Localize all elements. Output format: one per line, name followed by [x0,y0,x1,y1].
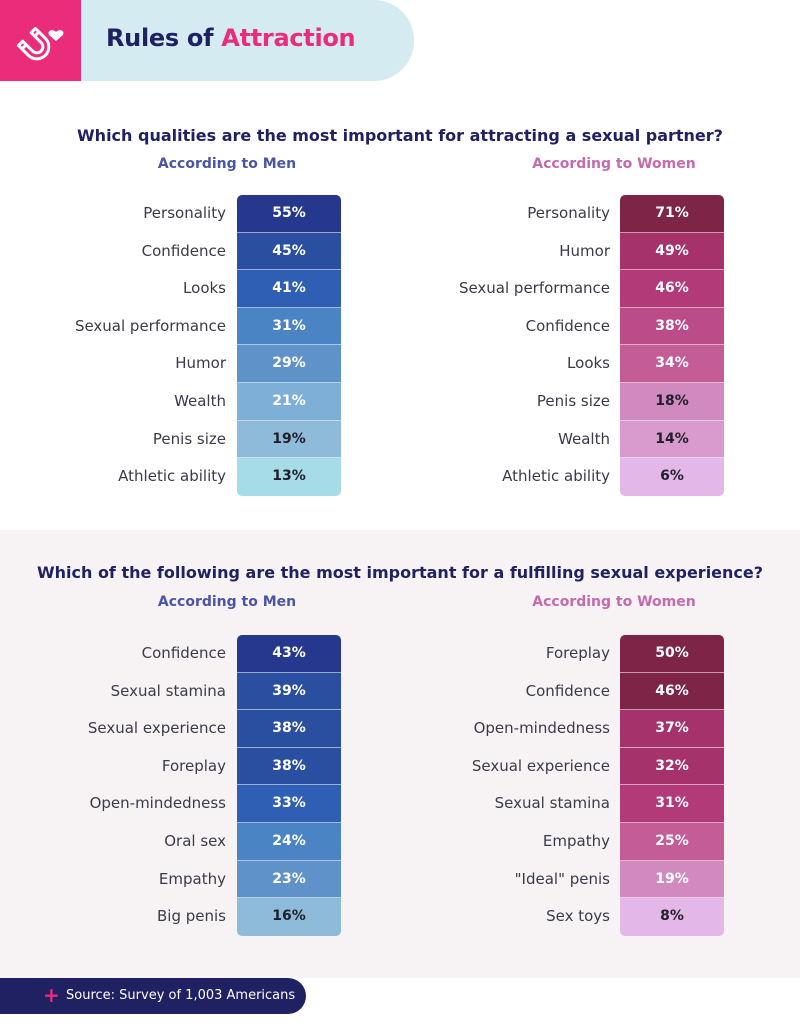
value-bar-women: 38% [620,307,724,346]
category-label-men: Personality [143,204,226,222]
value-bar-women: 6% [620,458,724,496]
value-bar-men: 38% [237,710,341,748]
value-bar-men: 43% [237,635,341,673]
category-label-men: Sexual experience [87,719,226,738]
value-bar-men: 39% [237,672,341,711]
category-label-women: Open-mindedness [473,719,610,738]
value-bar-women: 50% [620,635,724,673]
category-label-men: Confidence [141,241,226,260]
category-label-men: Oral sex [164,832,226,850]
value-bar-women: 31% [620,785,724,823]
category-label-women: "Ideal" penis [514,869,610,888]
category-label-men: Wealth [174,392,226,410]
value-bar-women: 19% [620,860,724,899]
category-label-women: Athletic ability [502,467,610,486]
category-label-women: Confidence [525,316,610,335]
value-bar-women: 49% [620,232,724,271]
category-label-women: Wealth [558,429,610,448]
value-bar-men: 38% [237,747,341,786]
value-bar-women: 25% [620,823,724,861]
category-label-men: Humor [175,354,226,373]
value-bar-men: 16% [237,898,341,936]
header-icon-box [0,0,81,81]
magnet-heart-icon [16,26,64,61]
men-panel-title-2: According to Men [157,594,297,610]
source-footer: + Source: Survey of 1,003 Americans [0,978,306,1014]
category-label-women: Sex toys [546,907,610,926]
value-bar-men: 13% [237,458,341,496]
category-label-men: Sexual performance [74,316,226,335]
category-label-women: Sexual stamina [494,794,610,813]
category-label-men: Sexual stamina [110,681,226,700]
category-label-men: Foreplay [161,756,226,775]
value-bar-men: 33% [237,785,341,823]
value-bar-men: 24% [237,823,341,861]
category-label-men: Open-mindedness [89,794,226,813]
category-label-men: Penis size [152,429,226,448]
value-bar-men: 29% [237,345,341,383]
value-bar-women: 32% [620,747,724,786]
category-label-men: Empathy [158,869,226,888]
value-bar-women: 37% [620,710,724,748]
category-label-women: Penis size [536,392,610,410]
value-bar-men: 23% [237,860,341,899]
question-2-title: Which of the following are the most impo… [36,563,764,582]
category-label-men: Looks [183,279,226,298]
value-bar-men: 31% [237,307,341,346]
category-label-women: Foreplay [545,644,610,662]
category-label-women: Looks [567,354,610,373]
value-bar-men: 55% [237,195,341,233]
page-title: Rules of Attraction [106,24,356,52]
question-1-title: Which qualities are the most important f… [77,126,723,145]
page-title-plain: Rules of [106,24,222,52]
header: Rules of Attraction [0,0,414,81]
value-bar-men: 45% [237,232,341,271]
men-panel-title-1: According to Men [157,156,297,172]
value-bar-women: 8% [620,898,724,936]
value-bar-women: 46% [620,672,724,711]
women-panel-title-1: According to Women [532,156,696,172]
plus-icon: + [43,983,60,1007]
category-label-women: Sexual experience [471,756,610,775]
category-label-men: Athletic ability [118,467,226,486]
category-label-women: Humor [559,241,610,260]
category-label-men: Big penis [157,907,226,926]
value-bar-women: 46% [620,270,724,308]
value-bar-men: 41% [237,270,341,308]
source-text: Source: Survey of 1,003 Americans [66,988,296,1003]
category-label-men: Confidence [141,644,226,662]
women-panel-title-2: According to Women [532,594,696,610]
category-label-women: Confidence [525,681,610,700]
value-bar-men: 19% [237,420,341,459]
value-bar-women: 14% [620,420,724,459]
category-label-women: Personality [527,204,610,222]
category-label-women: Sexual performance [458,279,610,298]
category-label-women: Empathy [542,832,610,850]
value-bar-women: 71% [620,195,724,233]
value-bar-women: 34% [620,345,724,383]
value-bar-men: 21% [237,383,341,421]
page-title-accent: Attraction [221,24,356,52]
value-bar-women: 18% [620,383,724,421]
